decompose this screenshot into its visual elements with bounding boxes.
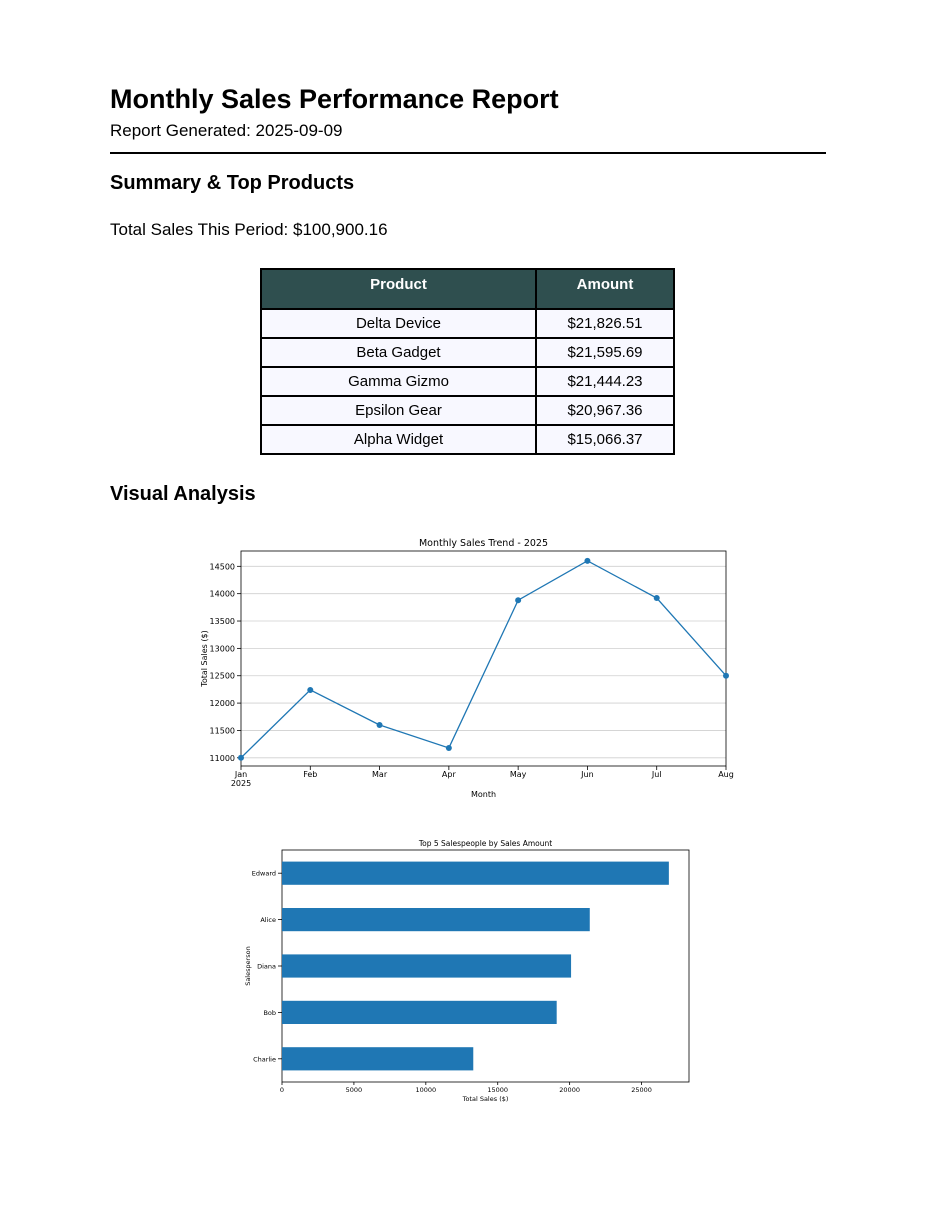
x-tick-sublabel: 2025 — [231, 779, 251, 788]
x-tick-label: 10000 — [415, 1086, 436, 1094]
table-header-row: Product Amount — [260, 268, 675, 310]
x-axis-label: Month — [471, 790, 496, 799]
x-tick-label: 5000 — [346, 1086, 363, 1094]
sales-trend-line — [240, 560, 727, 759]
y-tick-label: 13000 — [210, 644, 235, 653]
y-tick-label: Charlie — [253, 1055, 276, 1063]
bar — [282, 908, 590, 932]
chart-title: Top 5 Salespeople by Sales Amount — [418, 839, 552, 848]
x-tick-label: Aug — [718, 770, 734, 779]
y-tick-label: 11000 — [210, 754, 235, 763]
top-products-table: Product Amount Delta Device $21,826.51 B… — [260, 268, 675, 455]
y-tick-label: Alice — [260, 916, 276, 924]
chart-title: Monthly Sales Trend - 2025 — [419, 538, 548, 549]
product-cell: Beta Gadget — [260, 337, 537, 368]
plot-frame — [240, 550, 727, 767]
title-divider — [110, 152, 826, 154]
data-point — [515, 597, 522, 604]
y-tick-label: 12000 — [210, 699, 235, 708]
y-axis-label: Total Sales ($) — [200, 630, 209, 687]
data-point — [307, 686, 314, 693]
product-cell: Epsilon Gear — [260, 395, 537, 426]
table-row: Epsilon Gear $20,967.36 — [260, 395, 675, 426]
table-row: Delta Device $21,826.51 — [260, 308, 675, 339]
amount-cell: $21,826.51 — [535, 308, 675, 339]
x-tick-label: 25000 — [631, 1086, 652, 1094]
table-row: Gamma Gizmo $21,444.23 — [260, 366, 675, 397]
visual-analysis-heading: Visual Analysis — [110, 483, 256, 505]
total-sales-text: Total Sales This Period: $100,900.16 — [110, 220, 388, 239]
x-tick-label: May — [510, 770, 527, 779]
x-tick-label: Apr — [442, 770, 457, 779]
data-point — [238, 754, 244, 761]
x-tick-label: 20000 — [559, 1086, 580, 1094]
bar — [282, 1000, 557, 1024]
amount-cell: $21,595.69 — [535, 337, 675, 368]
y-tick-label: 11500 — [210, 726, 235, 735]
table-row: Alpha Widget $15,066.37 — [260, 424, 675, 455]
x-tick-label: Jun — [580, 770, 594, 779]
y-tick-label: 14000 — [210, 590, 235, 599]
data-point — [584, 557, 591, 564]
x-tick-label: 15000 — [487, 1086, 508, 1094]
product-cell: Alpha Widget — [260, 424, 537, 455]
x-tick-label: Jan — [234, 770, 247, 779]
page-title: Monthly Sales Performance Report — [110, 84, 559, 114]
bar — [282, 861, 669, 885]
data-point — [376, 721, 383, 728]
amount-column-header: Amount — [535, 268, 675, 310]
product-column-header: Product — [260, 268, 537, 310]
x-tick-label: Feb — [303, 770, 317, 779]
report-generated-date: Report Generated: 2025-09-09 — [110, 121, 343, 140]
x-tick-label: Jul — [651, 770, 662, 779]
y-tick-label: 13500 — [210, 617, 235, 626]
product-cell: Delta Device — [260, 308, 537, 339]
y-tick-label: Diana — [257, 963, 276, 971]
y-tick-label: 14500 — [210, 562, 235, 571]
y-tick-label: Edward — [252, 870, 276, 878]
amount-cell: $20,967.36 — [535, 395, 675, 426]
y-tick-label: Bob — [263, 1009, 276, 1017]
bar — [282, 1047, 474, 1071]
data-point — [653, 595, 660, 602]
monthly-sales-line-chart: 11000 11500 12000 12500 13000 13500 14000 14500… — [200, 538, 734, 799]
y-tick-label: 12500 — [210, 672, 235, 681]
bar — [282, 954, 572, 978]
x-axis-label: Total Sales ($) — [462, 1095, 509, 1103]
x-tick-label: Mar — [372, 770, 388, 779]
amount-cell: $21,444.23 — [535, 366, 675, 397]
table-row: Beta Gadget $21,595.69 — [260, 337, 675, 368]
y-axis-label: Salesperson — [244, 946, 252, 986]
data-point — [445, 744, 452, 751]
summary-heading: Summary & Top Products — [110, 172, 355, 194]
data-point — [723, 672, 729, 679]
x-tick-label: 0 — [280, 1086, 284, 1094]
amount-cell: $15,066.37 — [535, 424, 675, 455]
product-cell: Gamma Gizmo — [260, 366, 537, 397]
